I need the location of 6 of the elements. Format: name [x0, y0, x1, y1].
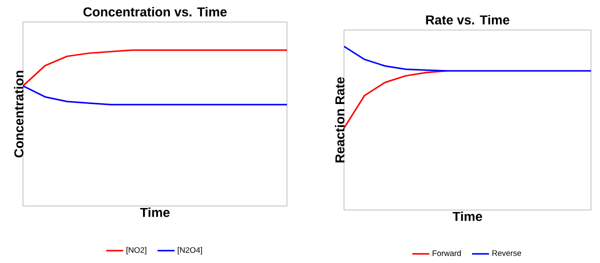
chart-title: Rate vs. Time	[426, 14, 510, 24]
chart-title: Concentration vs. Time	[83, 6, 227, 16]
x-axis-title: Time	[452, 212, 482, 222]
y-axis-title: Concentration	[14, 70, 24, 158]
y-axis-title: Reaction Rate	[334, 77, 344, 162]
x-axis-title: Time	[140, 208, 170, 218]
